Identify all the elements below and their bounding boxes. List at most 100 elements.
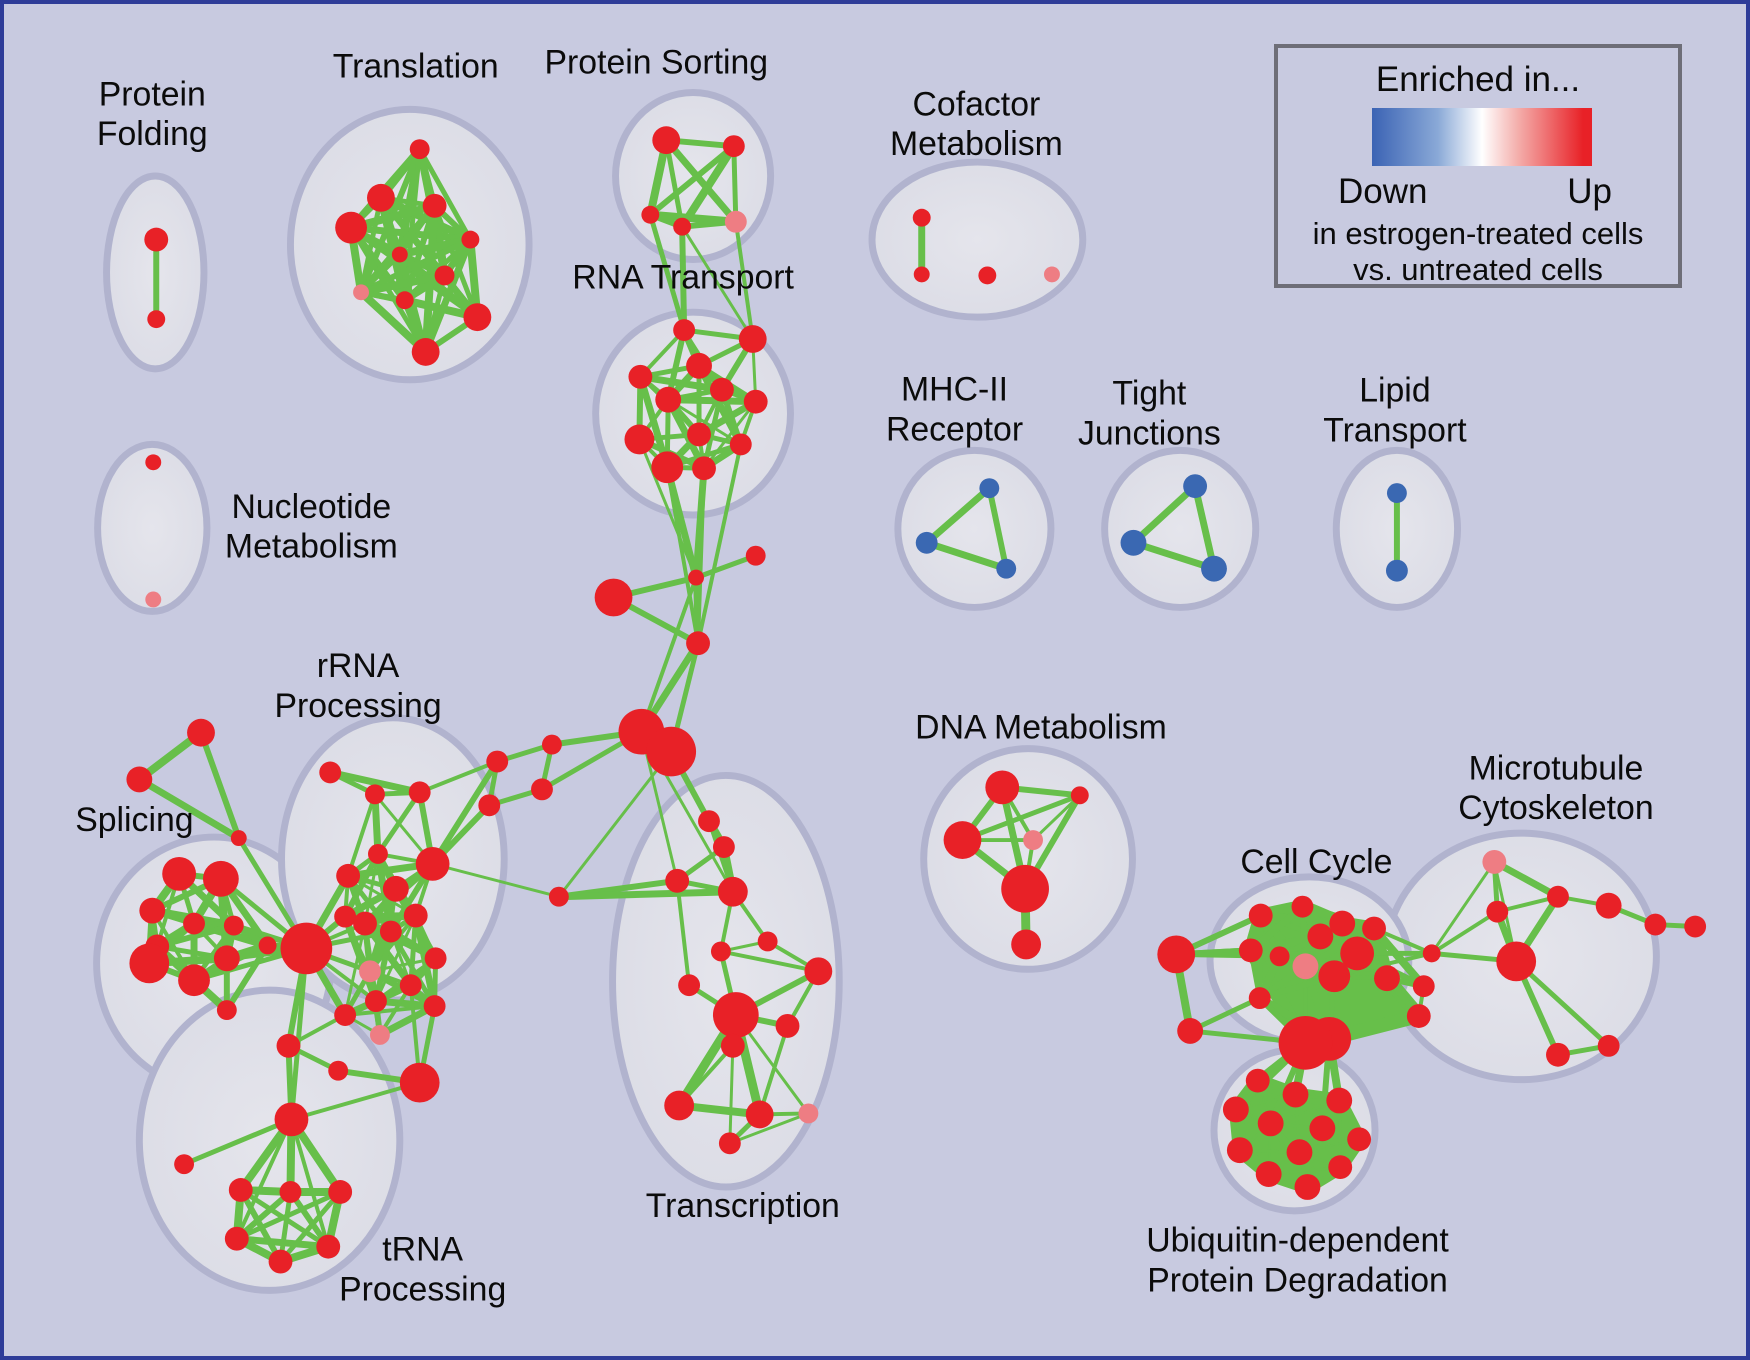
node-protein-sorting-1[interactable] [722, 135, 745, 158]
node-microtubule-cytoskeleton-8[interactable] [1546, 1042, 1570, 1067]
node-cell-cycle-0[interactable] [1157, 935, 1196, 974]
node-transcription-14[interactable] [718, 1132, 741, 1155]
node-splicing-6[interactable] [129, 943, 170, 984]
node-ubiquitin-degradation-7[interactable] [1226, 1137, 1253, 1164]
node-trna-processing-5[interactable] [224, 1226, 249, 1251]
node-cell-cycle-4[interactable] [1307, 923, 1334, 950]
node-protein-folding-0[interactable] [144, 227, 169, 252]
node-ubiquitin-degradation-11[interactable] [1294, 1174, 1321, 1200]
node-cell-cycle-13[interactable] [1278, 1016, 1333, 1070]
node-transcription-1[interactable] [712, 836, 735, 858]
node-nucleotide-metabolism-0[interactable] [145, 454, 162, 471]
node-transcription-3[interactable] [717, 876, 748, 907]
node-translation-9[interactable] [463, 303, 492, 332]
node-connector-nodes-10[interactable] [548, 886, 569, 907]
node-rrna-processing-10[interactable] [379, 920, 402, 943]
node-cell-cycle-2[interactable] [1291, 895, 1314, 918]
node-microtubule-cytoskeleton-4[interactable] [1422, 944, 1441, 963]
node-rrna-processing-6[interactable] [415, 847, 450, 881]
node-rna-transport-1[interactable] [738, 325, 767, 353]
node-splicing-0[interactable] [162, 856, 197, 891]
node-trna-processing-6[interactable] [316, 1234, 341, 1259]
node-microtubule-cytoskeleton-5[interactable] [1595, 892, 1622, 919]
node-rrna-processing-15[interactable] [399, 974, 422, 997]
node-microtubule-cytoskeleton-9[interactable] [1597, 1034, 1620, 1057]
node-rna-transport-4[interactable] [655, 386, 682, 413]
node-rna-transport-3[interactable] [628, 364, 653, 389]
node-connector-nodes-0[interactable] [688, 569, 705, 586]
node-transcription-10[interactable] [775, 1014, 800, 1038]
node-rrna-processing-3[interactable] [368, 844, 388, 864]
node-lipid-transport-0[interactable] [1386, 483, 1407, 504]
node-translation-6[interactable] [434, 265, 455, 286]
node-dna-metabolism-5[interactable] [1011, 929, 1042, 960]
node-cofactor-metabolism-0[interactable] [912, 208, 931, 227]
node-microtubule-cytoskeleton-3[interactable] [1496, 941, 1537, 982]
node-connector-nodes-5[interactable] [646, 726, 697, 777]
node-microtubule-cytoskeleton-0[interactable] [1482, 849, 1507, 874]
node-tight-junctions-2[interactable] [1201, 555, 1227, 582]
node-tight-junctions-1[interactable] [1120, 529, 1147, 556]
node-rrna-processing-18[interactable] [369, 1024, 390, 1045]
node-rrna-processing-16[interactable] [423, 995, 446, 1018]
node-microtubule-cytoskeleton-2[interactable] [1486, 900, 1509, 923]
node-dna-metabolism-1[interactable] [1070, 786, 1089, 805]
node-rna-transport-10[interactable] [651, 451, 684, 484]
node-transcription-4[interactable] [710, 941, 731, 962]
node-connector-nodes-8[interactable] [486, 750, 509, 773]
node-transcription-0[interactable] [698, 810, 720, 833]
node-cell-cycle-1[interactable] [1248, 903, 1273, 928]
node-rrna-processing-8[interactable] [353, 911, 377, 936]
node-splicing-2[interactable] [139, 897, 166, 924]
node-translation-2[interactable] [335, 211, 368, 244]
node-ubiquitin-degradation-3[interactable] [1222, 1096, 1249, 1123]
node-cell-cycle-14[interactable] [1248, 987, 1271, 1010]
node-trna-processing-1[interactable] [174, 1154, 195, 1175]
node-rna-transport-2[interactable] [686, 352, 712, 379]
node-transcription-5[interactable] [757, 931, 778, 952]
node-transcription-2[interactable] [665, 868, 690, 893]
node-ubiquitin-degradation-1[interactable] [1282, 1081, 1309, 1108]
node-cell-cycle-11[interactable] [1406, 1004, 1431, 1028]
node-cell-cycle-3[interactable] [1329, 910, 1356, 937]
node-cofactor-metabolism-3[interactable] [1044, 266, 1060, 283]
node-cofactor-metabolism-2[interactable] [978, 266, 997, 285]
node-splicing-8[interactable] [213, 945, 240, 972]
node-connector-nodes-12[interactable] [187, 718, 215, 747]
node-ubiquitin-degradation-4[interactable] [1257, 1110, 1284, 1137]
node-cell-cycle-15[interactable] [1318, 960, 1351, 993]
node-ubiquitin-degradation-9[interactable] [1328, 1155, 1353, 1180]
node-ubiquitin-degradation-0[interactable] [1245, 1068, 1270, 1093]
node-transcription-12[interactable] [745, 1100, 774, 1129]
node-rrna-processing-17[interactable] [424, 947, 447, 970]
node-transcription-6[interactable] [804, 957, 833, 986]
node-mhc-ii-receptor-1[interactable] [915, 531, 938, 554]
node-trna-processing-9[interactable] [328, 1060, 349, 1081]
node-dna-metabolism-2[interactable] [943, 821, 982, 859]
node-mhc-ii-receptor-2[interactable] [996, 558, 1017, 579]
node-cell-cycle-5[interactable] [1340, 936, 1375, 971]
node-cell-cycle-16[interactable] [1412, 975, 1435, 998]
node-rna-transport-8[interactable] [687, 422, 711, 447]
node-splicing-9[interactable] [216, 1000, 237, 1020]
node-transcription-8[interactable] [712, 992, 759, 1038]
node-trna-processing-2[interactable] [228, 1178, 253, 1202]
node-rrna-processing-2[interactable] [408, 781, 431, 804]
node-ubiquitin-degradation-8[interactable] [1286, 1139, 1313, 1166]
node-connector-nodes-9[interactable] [478, 794, 501, 817]
node-ubiquitin-degradation-2[interactable] [1326, 1087, 1353, 1114]
node-rna-transport-6[interactable] [743, 389, 768, 414]
node-trna-processing-7[interactable] [268, 1249, 293, 1274]
node-connector-nodes-13[interactable] [126, 766, 153, 793]
node-tight-junctions-0[interactable] [1183, 474, 1208, 499]
node-rrna-processing-4[interactable] [336, 863, 361, 888]
node-translation-5[interactable] [391, 246, 408, 263]
node-nucleotide-metabolism-1[interactable] [145, 591, 162, 608]
node-translation-3[interactable] [422, 193, 447, 218]
node-ubiquitin-degradation-6[interactable] [1347, 1127, 1372, 1152]
node-protein-sorting-0[interactable] [652, 126, 681, 155]
node-cell-cycle-6[interactable] [1238, 938, 1263, 963]
node-transcription-7[interactable] [678, 974, 701, 997]
node-splicing-1[interactable] [202, 860, 239, 897]
node-rna-transport-7[interactable] [624, 424, 655, 455]
